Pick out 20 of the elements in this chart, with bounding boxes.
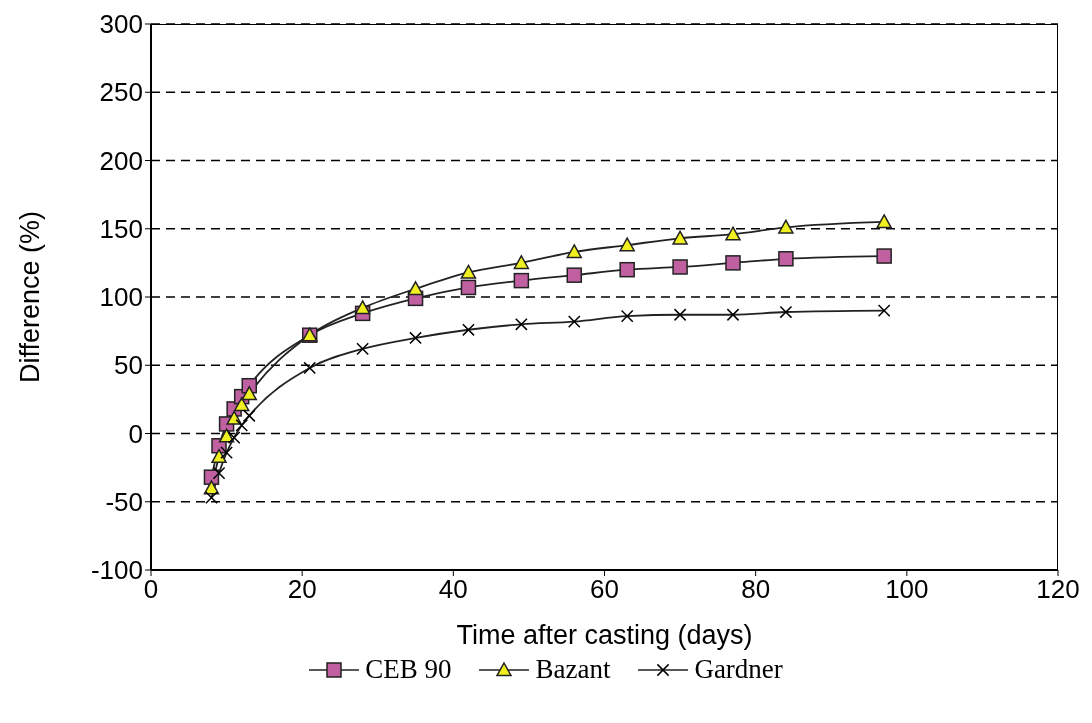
y-tick-label: 300: [99, 9, 143, 40]
x-tick-label: 120: [1036, 574, 1080, 605]
legend-label: Gardner: [694, 654, 783, 685]
x-tick-label: 100: [885, 574, 929, 605]
y-tick-label: -50: [105, 486, 143, 517]
x-tick-label: 20: [287, 574, 317, 605]
y-tick-label: -100: [90, 555, 143, 586]
x-axis-title: Time after casting (days): [456, 620, 753, 650]
y-tick-label: 250: [99, 77, 143, 108]
legend-label: Bazant: [535, 654, 611, 685]
y-tick-label: 100: [99, 282, 143, 313]
y-tick-label: 150: [99, 213, 143, 244]
x-tick-label: 80: [741, 574, 771, 605]
y-tick-label: 0: [128, 418, 143, 449]
y-tick-label: 50: [114, 350, 143, 381]
x-tick-label: 60: [590, 574, 619, 605]
x-tick-label: 40: [438, 574, 468, 605]
legend-label: CEB 90: [365, 654, 452, 685]
y-tick-label: 200: [99, 145, 143, 176]
y-axis-title: Difference (%): [14, 210, 45, 384]
